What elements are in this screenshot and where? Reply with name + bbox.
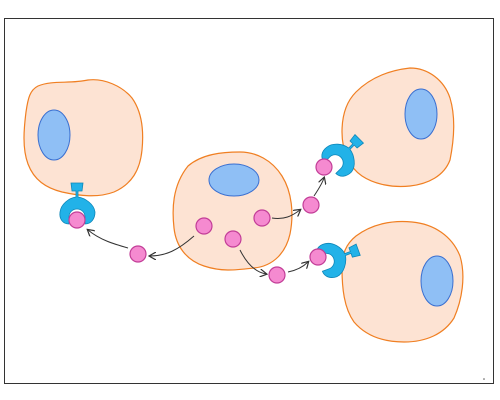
nucleus xyxy=(37,109,71,161)
target-cell-bottom-right xyxy=(341,220,464,343)
cell-membrane xyxy=(172,151,293,271)
arrow-free-to-bottom-right-cell xyxy=(287,262,308,273)
corner-dot xyxy=(483,378,485,380)
signaling-cell xyxy=(172,151,293,271)
ligand-inside-2 xyxy=(224,230,242,248)
ligand-free-left xyxy=(129,245,147,263)
receptor-icon xyxy=(315,242,361,278)
arrow-free-to-left-cell xyxy=(88,230,129,249)
arrow-signaling-to-free-left xyxy=(150,235,195,256)
ligand-inside-1 xyxy=(195,217,213,235)
ligand-inside-3 xyxy=(253,209,271,227)
receptor-icon xyxy=(321,133,365,177)
arrow-free-to-top-right-cell xyxy=(313,178,324,197)
receptor-icon xyxy=(59,182,96,225)
ligand-bound-bottom-right xyxy=(309,248,327,266)
receptor-top-right xyxy=(321,133,365,177)
cell-membrane xyxy=(341,67,455,188)
arrow-signaling-to-free-bottom-right xyxy=(239,249,266,274)
nucleus xyxy=(404,88,438,140)
cell-membrane xyxy=(23,79,144,197)
ligand-free-top-right xyxy=(302,196,320,214)
nucleus xyxy=(208,163,260,197)
cell-membrane xyxy=(341,220,464,343)
receptor-bottom-right xyxy=(315,242,361,278)
target-cell-left xyxy=(23,79,144,197)
target-cell-top-right xyxy=(341,67,455,188)
receptor-left xyxy=(59,182,96,229)
ligand-bound-top-right xyxy=(315,158,333,176)
arrow-signaling-to-free-top-right xyxy=(271,210,300,219)
ligand-bound-left xyxy=(68,211,86,229)
ligand-free-bottom-right xyxy=(268,266,286,284)
nucleus xyxy=(420,255,454,307)
